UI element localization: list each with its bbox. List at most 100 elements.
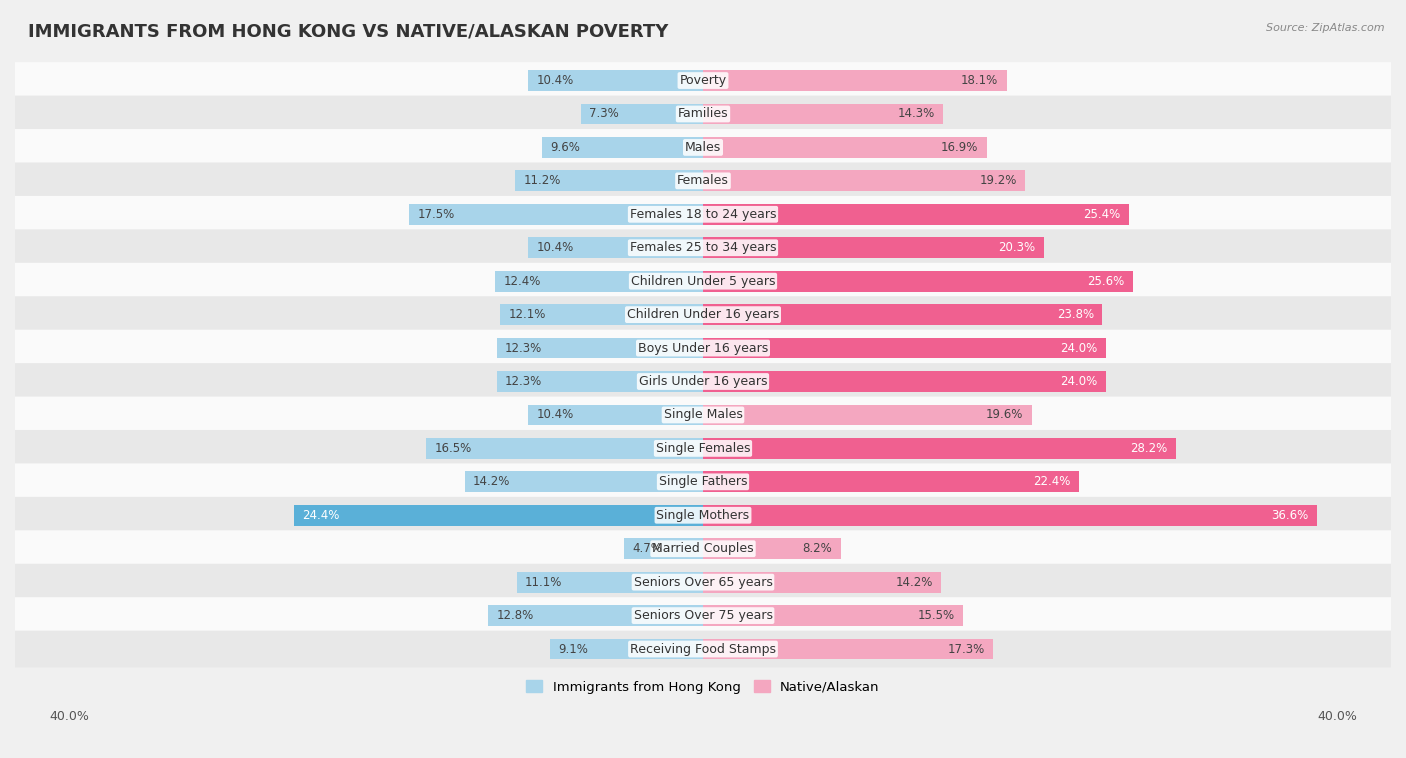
FancyBboxPatch shape [8,363,1398,400]
Text: Families: Families [678,108,728,121]
Text: 10.4%: 10.4% [537,241,574,254]
Bar [488,605,703,626]
Text: Boys Under 16 years: Boys Under 16 years [638,342,768,355]
Bar [703,104,943,124]
Bar [703,271,1133,292]
Text: 4.7%: 4.7% [633,542,662,555]
Text: 25.6%: 25.6% [1087,274,1125,288]
FancyBboxPatch shape [8,296,1398,333]
Bar [703,338,1105,359]
Text: 14.3%: 14.3% [897,108,935,121]
FancyBboxPatch shape [8,396,1398,434]
Text: 17.5%: 17.5% [418,208,456,221]
FancyBboxPatch shape [8,463,1398,500]
Bar [703,405,1032,425]
Bar [703,304,1102,325]
Text: 19.2%: 19.2% [980,174,1017,187]
Bar [501,304,703,325]
Text: 40.0%: 40.0% [1317,709,1357,723]
Text: Single Females: Single Females [655,442,751,455]
Text: Single Mothers: Single Mothers [657,509,749,522]
Text: Children Under 16 years: Children Under 16 years [627,309,779,321]
Text: 12.3%: 12.3% [505,375,543,388]
Text: 12.4%: 12.4% [503,274,541,288]
Text: 9.1%: 9.1% [558,643,589,656]
Bar [541,137,703,158]
FancyBboxPatch shape [8,597,1398,634]
Bar [515,171,703,191]
Text: 7.3%: 7.3% [589,108,619,121]
Bar [703,605,963,626]
Text: 12.3%: 12.3% [505,342,543,355]
Bar [409,204,703,224]
Bar [294,505,703,525]
Text: 16.9%: 16.9% [941,141,979,154]
Bar [703,171,1025,191]
Text: 24.4%: 24.4% [302,509,339,522]
Text: Source: ZipAtlas.com: Source: ZipAtlas.com [1267,23,1385,33]
Text: 10.4%: 10.4% [537,409,574,421]
Text: 23.8%: 23.8% [1057,309,1094,321]
Bar [465,471,703,492]
Text: Seniors Over 75 years: Seniors Over 75 years [634,609,772,622]
Bar [703,471,1078,492]
Bar [703,572,941,593]
FancyBboxPatch shape [8,631,1398,668]
Text: 11.1%: 11.1% [524,575,562,589]
Text: Girls Under 16 years: Girls Under 16 years [638,375,768,388]
Bar [703,505,1317,525]
Text: Single Males: Single Males [664,409,742,421]
FancyBboxPatch shape [8,330,1398,366]
Bar [703,639,993,659]
Bar [529,70,703,91]
Text: Poverty: Poverty [679,74,727,87]
Bar [703,371,1105,392]
Bar [703,438,1177,459]
FancyBboxPatch shape [8,430,1398,467]
FancyBboxPatch shape [8,564,1398,600]
Bar [624,538,703,559]
Text: 18.1%: 18.1% [962,74,998,87]
Text: 20.3%: 20.3% [998,241,1035,254]
Text: 12.1%: 12.1% [509,309,546,321]
Legend: Immigrants from Hong Kong, Native/Alaskan: Immigrants from Hong Kong, Native/Alaska… [522,675,884,699]
Bar [703,204,1129,224]
Text: 25.4%: 25.4% [1084,208,1121,221]
FancyBboxPatch shape [8,230,1398,266]
Text: 22.4%: 22.4% [1033,475,1070,488]
Text: 12.8%: 12.8% [496,609,534,622]
FancyBboxPatch shape [8,531,1398,567]
Text: Females: Females [678,174,728,187]
FancyBboxPatch shape [8,62,1398,99]
Bar [517,572,703,593]
FancyBboxPatch shape [8,497,1398,534]
Bar [550,639,703,659]
Bar [703,538,841,559]
Text: 24.0%: 24.0% [1060,342,1097,355]
Bar [495,271,703,292]
Text: Children Under 5 years: Children Under 5 years [631,274,775,288]
Bar [529,405,703,425]
FancyBboxPatch shape [8,96,1398,133]
Bar [703,237,1043,258]
FancyBboxPatch shape [8,196,1398,233]
Text: Single Fathers: Single Fathers [659,475,747,488]
Text: 14.2%: 14.2% [896,575,934,589]
Bar [581,104,703,124]
Text: 9.6%: 9.6% [550,141,581,154]
Text: 15.5%: 15.5% [918,609,955,622]
Text: 14.2%: 14.2% [472,475,510,488]
FancyBboxPatch shape [8,162,1398,199]
Bar [703,137,987,158]
Text: 40.0%: 40.0% [49,709,89,723]
Bar [703,70,1007,91]
Text: 28.2%: 28.2% [1130,442,1168,455]
Text: 11.2%: 11.2% [523,174,561,187]
Text: 19.6%: 19.6% [986,409,1024,421]
Text: Receiving Food Stamps: Receiving Food Stamps [630,643,776,656]
Text: Females 18 to 24 years: Females 18 to 24 years [630,208,776,221]
Text: 8.2%: 8.2% [803,542,832,555]
Text: Males: Males [685,141,721,154]
Text: Seniors Over 65 years: Seniors Over 65 years [634,575,772,589]
Bar [426,438,703,459]
